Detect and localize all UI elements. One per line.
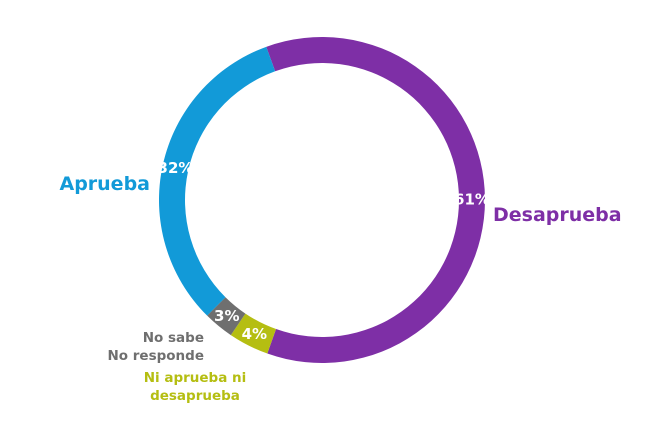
category-label-line: Aprueba: [59, 173, 150, 195]
category-label-line: Desaprueba: [493, 204, 622, 226]
value-label-nosabe: 3%: [214, 307, 239, 325]
donut-slices: [158, 37, 485, 364]
value-label-ni: 4%: [242, 325, 267, 343]
slice-ni: [230, 313, 277, 354]
category-label-line: No responde: [108, 348, 205, 364]
category-label-aprueba: Aprueba: [59, 173, 150, 195]
category-label-ni: Ni aprueba ni desaprueba: [144, 370, 247, 404]
category-label-nosabe: No sabe No responde: [108, 330, 205, 364]
value-label-aprueba: 32%: [158, 159, 194, 177]
slice-value-labels: 61% 4%3% 32%: [158, 159, 490, 343]
slice-aprueba: [158, 46, 276, 316]
slice-desaprueba: [266, 37, 485, 364]
category-label-line: desaprueba: [150, 388, 240, 404]
slice-nosabe: [207, 297, 246, 336]
category-label-line: No sabe: [143, 330, 204, 346]
category-label-desaprueba: Desaprueba: [493, 204, 622, 226]
category-label-line: Ni aprueba ni: [144, 370, 247, 386]
value-label-desaprueba: 61%: [454, 190, 490, 208]
slice-category-labels: Desaprueba Ni aprueba ni desaprueba No sabe…: [59, 173, 621, 404]
